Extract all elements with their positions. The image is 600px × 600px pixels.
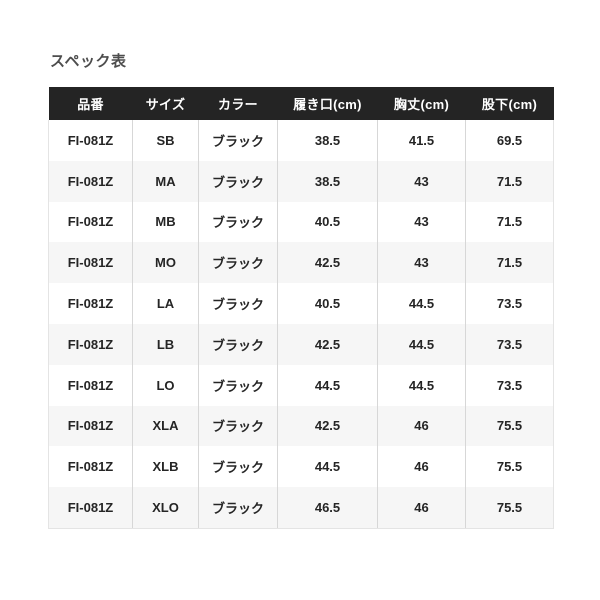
column-header: 履き口(cm) xyxy=(277,87,378,120)
column-header: 胸丈(cm) xyxy=(377,87,466,120)
table-cell: XLB xyxy=(132,446,199,488)
table-cell: 42.5 xyxy=(277,242,378,284)
table-cell: 73.5 xyxy=(465,323,554,365)
table-cell: 40.5 xyxy=(277,283,378,324)
table-row: FI-081Z SB ブラック 38.5 41.5 69.5 xyxy=(48,120,554,161)
table-cell: 44.5 xyxy=(377,364,466,406)
table-row: FI-081Z LA ブラック 40.5 44.5 73.5 xyxy=(48,283,554,324)
table-cell: LA xyxy=(132,283,199,324)
table-cell: 38.5 xyxy=(277,120,378,161)
table-cell: 73.5 xyxy=(465,364,554,406)
table-cell: FI-081Z xyxy=(48,160,133,202)
column-header: 股下(cm) xyxy=(465,87,554,120)
table-cell: 44.5 xyxy=(277,446,378,488)
table-cell: ブラック xyxy=(198,120,278,161)
table-cell: 41.5 xyxy=(377,120,466,161)
table-cell: 42.5 xyxy=(277,405,378,447)
table-cell: 44.5 xyxy=(277,364,378,406)
table-row: FI-081Z LB ブラック 42.5 44.5 73.5 xyxy=(48,323,554,365)
table-cell: XLO xyxy=(132,487,199,529)
table-cell: ブラック xyxy=(198,364,278,406)
table-cell: 38.5 xyxy=(277,160,378,202)
table-cell: 44.5 xyxy=(377,323,466,365)
table-cell: ブラック xyxy=(198,283,278,324)
table-cell: 75.5 xyxy=(465,487,554,529)
table-body: FI-081Z SB ブラック 38.5 41.5 69.5 FI-081Z MA ブラック 38… xyxy=(48,120,554,529)
table-cell: FI-081Z xyxy=(48,120,133,161)
table-cell: 43 xyxy=(377,160,466,202)
table-row: FI-081Z XLA ブラック 42.5 46 75.5 xyxy=(48,405,554,447)
table-row: FI-081Z XLB ブラック 44.5 46 75.5 xyxy=(48,446,554,488)
table-row: FI-081Z MB ブラック 40.5 43 71.5 xyxy=(48,201,554,243)
table-cell: 75.5 xyxy=(465,446,554,488)
table-cell: 42.5 xyxy=(277,323,378,365)
page-title: スペック表 xyxy=(50,53,127,70)
table-cell: 73.5 xyxy=(465,283,554,324)
table-cell: 71.5 xyxy=(465,242,554,284)
table-cell: FI-081Z xyxy=(48,446,133,488)
table-cell: ブラック xyxy=(198,242,278,284)
table-cell: MA xyxy=(132,160,199,202)
table-cell: 46 xyxy=(377,405,466,447)
table-cell: FI-081Z xyxy=(48,283,133,324)
table-cell: 46 xyxy=(377,487,466,529)
table-cell: 46.5 xyxy=(277,487,378,529)
table-cell: FI-081Z xyxy=(48,364,133,406)
table-cell: 69.5 xyxy=(465,120,554,161)
table-cell: SB xyxy=(132,120,199,161)
table-cell: FI-081Z xyxy=(48,242,133,284)
table-cell: ブラック xyxy=(198,405,278,447)
table-cell: FI-081Z xyxy=(48,405,133,447)
table-cell: MB xyxy=(132,201,199,243)
column-header: カラー xyxy=(198,87,278,120)
table-cell: ブラック xyxy=(198,487,278,529)
table-row: FI-081Z MA ブラック 38.5 43 71.5 xyxy=(48,160,554,202)
table-cell: FI-081Z xyxy=(48,201,133,243)
column-header: 品番 xyxy=(48,87,133,120)
table-cell: 44.5 xyxy=(377,283,466,324)
table-cell: 43 xyxy=(377,201,466,243)
table-cell: FI-081Z xyxy=(48,323,133,365)
table-header-row: 品番 サイズ カラー 履き口(cm) 胸丈(cm) 股下(cm) xyxy=(48,87,554,120)
table-cell: LB xyxy=(132,323,199,365)
table-row: FI-081Z XLO ブラック 46.5 46 75.5 xyxy=(48,487,554,529)
table-row: FI-081Z MO ブラック 42.5 43 71.5 xyxy=(48,242,554,284)
table-cell: 75.5 xyxy=(465,405,554,447)
column-header: サイズ xyxy=(132,87,199,120)
table-row: FI-081Z LO ブラック 44.5 44.5 73.5 xyxy=(48,364,554,406)
table-cell: ブラック xyxy=(198,323,278,365)
table-cell: LO xyxy=(132,364,199,406)
table-cell: 43 xyxy=(377,242,466,284)
table-cell: 71.5 xyxy=(465,201,554,243)
table-cell: ブラック xyxy=(198,201,278,243)
table-cell: XLA xyxy=(132,405,199,447)
table-cell: FI-081Z xyxy=(48,487,133,529)
table-cell: MO xyxy=(132,242,199,284)
spec-table: 品番 サイズ カラー 履き口(cm) 胸丈(cm) 股下(cm) FI-081Z SB ブラッ… xyxy=(48,87,554,529)
table-cell: ブラック xyxy=(198,446,278,488)
table-cell: 71.5 xyxy=(465,160,554,202)
table-cell: ブラック xyxy=(198,160,278,202)
table-cell: 40.5 xyxy=(277,201,378,243)
table-cell: 46 xyxy=(377,446,466,488)
